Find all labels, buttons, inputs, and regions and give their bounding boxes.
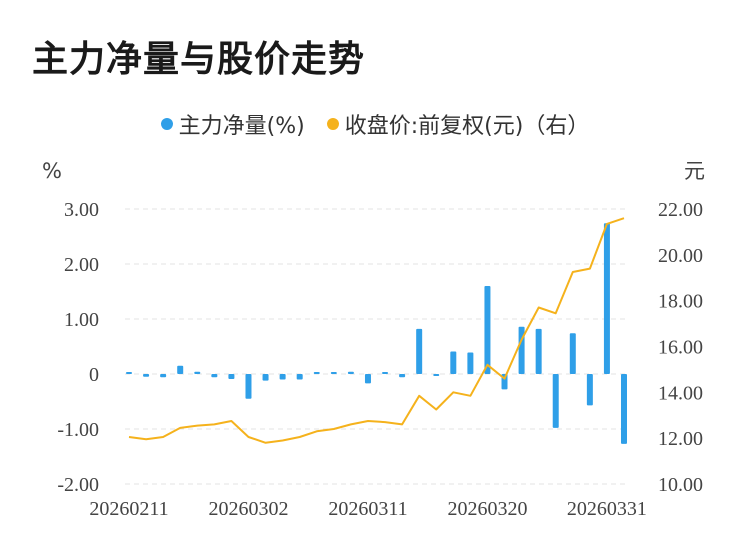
left-tick-label: -1.00 <box>57 419 99 441</box>
legend-item-net-volume[interactable]: 主力净量(%) <box>160 108 305 140</box>
net-volume-bar <box>279 374 286 380</box>
net-volume-bar <box>467 352 474 374</box>
net-volume-bar <box>143 374 150 377</box>
close-price-line <box>128 217 625 444</box>
left-tick-label: 0 <box>89 364 99 386</box>
net-volume-bar <box>211 374 218 378</box>
right-axis: 22.00 20.00 18.00 16.00 14.00 12.00 10.00 <box>658 199 703 496</box>
net-volume-bar <box>160 374 167 378</box>
net-volume-bars <box>126 223 627 444</box>
net-volume-bar <box>433 374 440 376</box>
x-tick-label: 20260302 <box>208 498 288 520</box>
net-volume-bar <box>177 365 184 374</box>
net-volume-bar <box>364 374 371 384</box>
net-volume-bar <box>586 374 593 406</box>
net-volume-bar <box>382 372 389 374</box>
net-volume-bar <box>313 372 320 374</box>
grid-lines <box>125 208 625 485</box>
net-volume-bar <box>194 371 201 374</box>
close-price-line-group <box>128 217 625 444</box>
legend-marker-close-price <box>326 118 339 130</box>
net-volume-bar <box>450 351 457 374</box>
x-axis: 20260211 20260302 20260311 20260320 20260331 <box>89 498 647 520</box>
net-volume-bar <box>245 374 252 399</box>
left-tick-label: 3.00 <box>64 199 99 221</box>
net-volume-bar <box>296 374 303 380</box>
net-volume-bar <box>126 372 132 374</box>
net-volume-bar <box>399 374 406 378</box>
net-volume-bar <box>569 333 576 374</box>
right-tick-label: 20.00 <box>658 245 703 267</box>
right-tick-label: 18.00 <box>658 291 703 313</box>
net-volume-bar <box>416 328 423 374</box>
right-tick-label: 22.00 <box>658 199 703 221</box>
x-tick-label: 20260320 <box>447 498 527 520</box>
chart-title: 主力净量与股价走势 <box>32 39 366 80</box>
right-tick-label: 10.00 <box>658 474 703 496</box>
right-axis-unit: 元 <box>684 159 705 183</box>
net-volume-bar <box>347 371 354 374</box>
net-volume-bar <box>330 372 337 374</box>
right-tick-label: 16.00 <box>658 337 703 359</box>
net-volume-bar <box>552 374 559 428</box>
left-tick-label: 2.00 <box>64 254 99 276</box>
x-tick-label: 20260331 <box>567 498 647 520</box>
net-volume-bar <box>484 286 491 374</box>
legend-marker-net-volume <box>160 118 173 130</box>
left-axis-unit: % <box>42 159 62 183</box>
net-volume-bar <box>228 374 235 379</box>
right-tick-label: 12.00 <box>658 428 703 450</box>
x-tick-label: 20260311 <box>328 498 407 520</box>
net-volume-bar <box>535 328 542 374</box>
net-volume-bar <box>621 374 627 444</box>
left-tick-label: -2.00 <box>57 474 99 496</box>
x-tick-label: 20260211 <box>89 498 168 520</box>
legend-item-close-price[interactable]: 收盘价:前复权(元)（右） <box>326 108 590 140</box>
right-tick-label: 14.00 <box>658 382 703 404</box>
net-volume-bar <box>262 374 269 381</box>
net-volume-bar <box>603 223 610 374</box>
left-tick-label: 1.00 <box>64 309 99 331</box>
chart-legend: 主力净量(%) 收盘价:前复权(元)（右） <box>0 108 750 140</box>
legend-label-net-volume: 主力净量(%) <box>178 114 305 139</box>
left-axis: 3.00 2.00 1.00 0 -1.00 -2.00 <box>57 199 99 496</box>
legend-label-close-price: 收盘价:前复权(元)（右） <box>344 114 590 139</box>
